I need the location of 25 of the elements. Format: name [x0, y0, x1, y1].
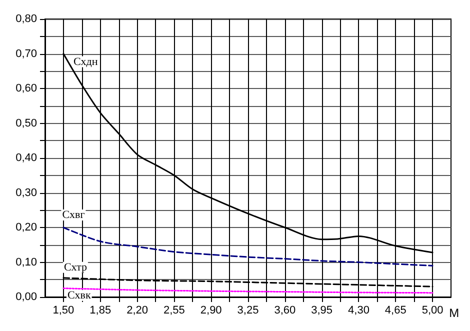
y-tick-label: 0,60: [16, 82, 37, 94]
series-label: Схвг: [62, 209, 86, 221]
x-tick-label: 2,90: [200, 304, 222, 316]
y-tick-label: 0,80: [16, 13, 37, 25]
series-label: Схтр: [64, 261, 88, 274]
x-tick-label: 1,85: [90, 304, 112, 316]
x-tick-label: 3,60: [274, 304, 296, 316]
y-tick-label: 0,70: [16, 48, 37, 60]
y-tick-label: 0,40: [16, 152, 37, 164]
x-tick-label: 4,65: [384, 304, 406, 316]
x-tick-label: 3,25: [237, 304, 259, 316]
y-tick-label: 0,20: [16, 222, 37, 234]
x-tick-label: 3,95: [311, 304, 333, 316]
x-tick-label: 5,00: [422, 304, 444, 316]
y-tick-label: 0,50: [16, 117, 37, 130]
x-tick-label: 4,30: [348, 304, 370, 316]
series-label: Схдн: [73, 56, 98, 68]
y-tick-label: 0,00: [16, 291, 37, 303]
x-tick-label: 1,50: [52, 304, 74, 316]
y-tick-label: 0,10: [16, 256, 37, 268]
x-axis-title: M: [449, 306, 460, 320]
series-label: Схвк: [67, 289, 92, 302]
x-tick-label: 2,55: [163, 304, 185, 316]
x-tick-label: 2,20: [126, 304, 148, 316]
y-tick-label: 0,30: [16, 186, 37, 199]
